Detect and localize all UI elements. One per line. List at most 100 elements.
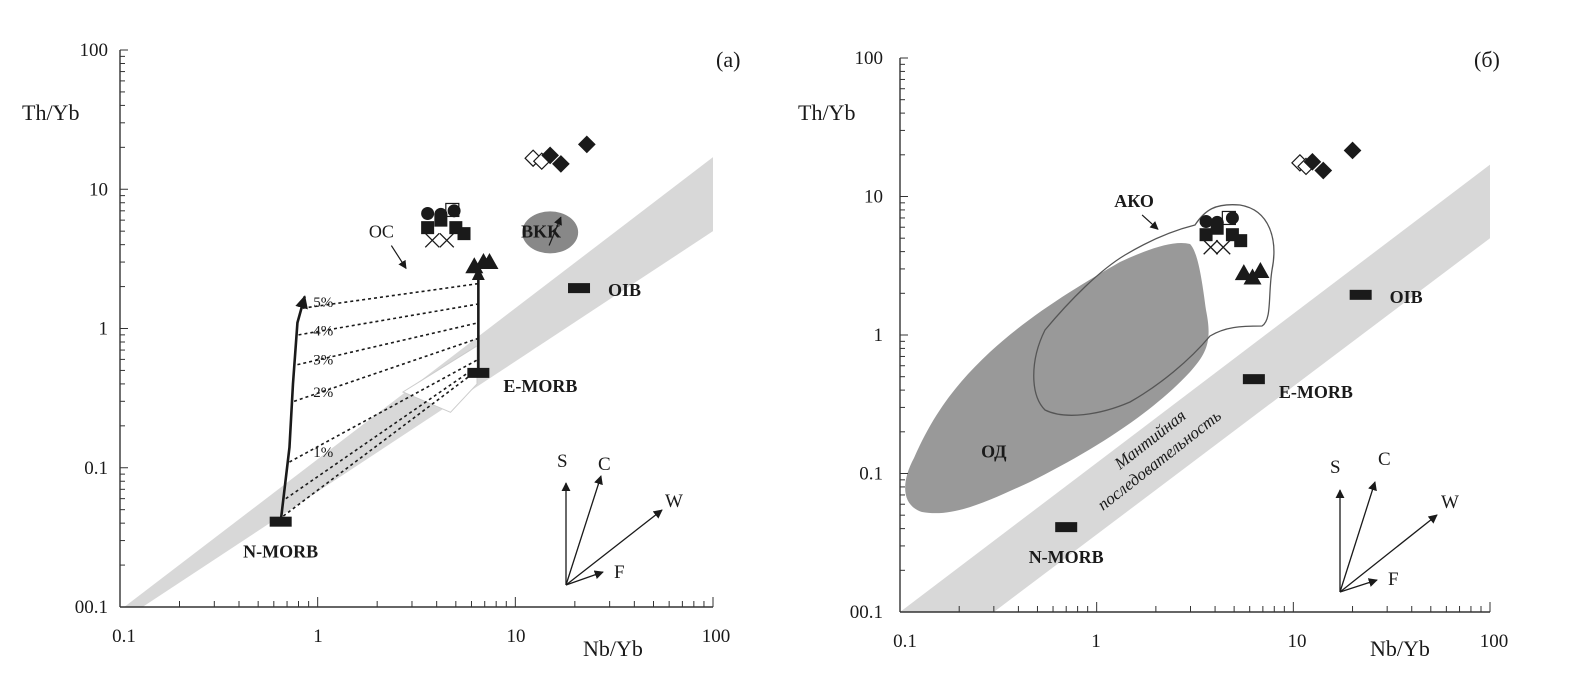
ref-point-e-morb xyxy=(467,367,490,378)
panel-b-label: (б) xyxy=(1474,47,1500,72)
region-label-bkk: BKK xyxy=(521,222,561,242)
panel-a-vectors: S C W F xyxy=(557,451,683,586)
y-tick-label: 100 xyxy=(80,40,109,61)
vector-w-label: W xyxy=(1441,492,1459,513)
y-tick-label: 0.1 xyxy=(859,464,883,485)
ref-label-oib: OIB xyxy=(608,280,641,300)
sample-marker-square xyxy=(421,221,435,235)
panel-a-label: (a) xyxy=(716,47,740,72)
vector-f-label: F xyxy=(614,562,625,583)
y-tick-label: 10 xyxy=(864,187,883,208)
mixing-line xyxy=(282,376,470,517)
ref-label-n-morb: N-MORB xyxy=(243,542,318,562)
sample-marker-circle xyxy=(1199,214,1213,228)
panel-b-vectors: S C W F xyxy=(1330,449,1459,593)
region-label-ако: АКО xyxy=(1114,191,1154,211)
bkk-field xyxy=(522,211,579,254)
vector-f-label: F xyxy=(1388,569,1399,590)
vector-w-label: W xyxy=(665,491,683,512)
ref-point-n-morb xyxy=(1055,522,1078,533)
mixing-line xyxy=(285,369,472,500)
mixing-line xyxy=(293,337,479,403)
x-tick-label: 100 xyxy=(1480,631,1509,652)
y-tick-label: 10 xyxy=(89,179,108,200)
sample-marker-circle xyxy=(447,204,461,218)
panel-b-y-axis-title: Th/Yb xyxy=(798,100,855,125)
sample-marker-square xyxy=(1199,228,1213,242)
mixing-zone-white xyxy=(401,344,478,413)
y-tick-label: 00.1 xyxy=(75,597,108,618)
sample-marker-cross xyxy=(424,232,440,248)
vector-f-arrow xyxy=(1339,578,1378,593)
ref-label-oib: OIB xyxy=(1390,287,1423,307)
y-tick-label: 100 xyxy=(855,48,884,69)
vector-c-label: C xyxy=(1378,449,1391,470)
y-tick-label: 00.1 xyxy=(850,602,883,623)
mantle-array-band xyxy=(900,164,1490,612)
sample-marker-square xyxy=(457,227,471,241)
vector-s-label: S xyxy=(557,451,568,472)
mixing-line xyxy=(298,303,479,336)
panel-a-y-axis-title: Th/Yb xyxy=(22,100,79,125)
panel-a-lines: 1% 2% 3% 4% 5% BKK OC xyxy=(279,211,579,522)
sample-marker-cross xyxy=(1215,239,1231,255)
mixing-percent-label: 3% xyxy=(313,352,333,368)
y-tick-label: 1 xyxy=(874,325,884,346)
panel-b-lines: АКО ОД xyxy=(981,191,1159,462)
mixing-percent-label: 2% xyxy=(313,385,333,401)
x-tick-label: 0.1 xyxy=(112,626,136,647)
mixing-percent-label: 1% xyxy=(313,445,333,461)
sample-marker-diamond-filled xyxy=(552,155,570,173)
panel-b-markers: N-MORB E-MORB OIB xyxy=(1029,141,1423,567)
sample-marker-diamond-filled xyxy=(1303,152,1322,171)
x-tick-label: 1 xyxy=(313,626,323,647)
x-tick-label: 100 xyxy=(702,626,731,647)
ref-point-e-morb xyxy=(1242,374,1265,385)
region-label-oc: OC xyxy=(369,222,394,242)
ref-point-n-morb xyxy=(269,516,292,527)
sample-marker-square xyxy=(434,213,448,227)
vector-c-arrow xyxy=(565,475,603,586)
sample-marker-circle xyxy=(421,206,435,220)
vector-f-arrow xyxy=(565,570,604,586)
panel-a-x-axis-title: Nb/Yb xyxy=(583,636,643,661)
y-tick-label: 0.1 xyxy=(84,458,108,479)
ref-label-e-morb: E-MORB xyxy=(503,376,577,396)
mixing-percent-label: 5% xyxy=(313,295,333,311)
sample-marker-diamond-filled xyxy=(541,146,559,165)
sample-marker-diamond-filled xyxy=(1314,161,1333,180)
sample-marker-square-open xyxy=(1221,210,1236,226)
panel-a-mixing-zone xyxy=(401,344,478,413)
x-tick-label: 1 xyxy=(1091,631,1101,652)
sample-marker-triangle xyxy=(1251,261,1270,278)
sample-marker-triangle xyxy=(480,253,499,270)
panel-b-text: (б) Th/Yb Nb/Yb xyxy=(798,47,1500,661)
region-label-arrow xyxy=(1141,214,1159,230)
sample-marker-cross xyxy=(1203,239,1219,255)
ref-point-oib xyxy=(1349,289,1372,300)
panel-b-ako-field xyxy=(1033,204,1275,416)
sample-marker-square-open xyxy=(445,202,460,218)
x-tick-label: 10 xyxy=(507,626,526,647)
ref-point-oib xyxy=(568,283,591,294)
ref-label-e-morb: E-MORB xyxy=(1279,382,1353,402)
sample-marker-diamond-filled xyxy=(1343,141,1362,160)
y-tick-label: 1 xyxy=(99,319,109,340)
ako-field-outline xyxy=(1033,204,1275,416)
mixing-curve-arrow xyxy=(279,295,308,522)
mixing-percent-label: 4% xyxy=(313,323,333,339)
vector-c-arrow xyxy=(1339,481,1377,593)
panel-b-od-field xyxy=(905,242,1209,514)
panel-b-axes: 0.1 1 10 100 00.1 0.1 1 10 100 xyxy=(850,48,1509,652)
sample-marker-square xyxy=(1210,221,1224,235)
mixing-line xyxy=(297,321,479,366)
vector-c-label: C xyxy=(598,454,611,475)
panel-a-markers: N-MORB E-MORB OIB xyxy=(243,135,641,562)
vector-w-arrow xyxy=(1339,514,1438,593)
vector-s-label: S xyxy=(1330,457,1341,478)
region-label-arrow xyxy=(548,216,562,246)
